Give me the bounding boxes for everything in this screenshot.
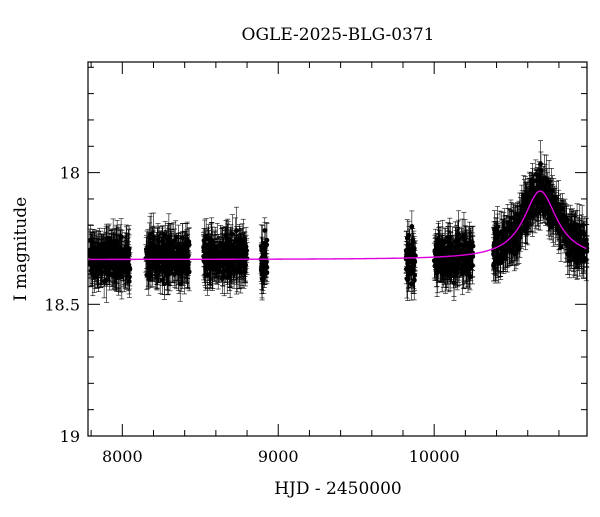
data-point xyxy=(260,272,265,277)
data-point xyxy=(186,260,191,265)
data-point xyxy=(404,248,409,253)
data-point xyxy=(156,237,161,242)
data-point xyxy=(105,242,110,247)
data-point xyxy=(265,270,270,275)
data-point xyxy=(445,235,450,240)
data-point xyxy=(127,275,132,280)
data-point xyxy=(470,240,475,245)
data-point xyxy=(186,265,191,270)
data-point xyxy=(113,262,118,267)
data-point xyxy=(90,272,95,277)
data-point xyxy=(240,247,245,252)
data-point xyxy=(412,278,417,283)
data-point xyxy=(436,258,441,263)
data-point xyxy=(234,228,239,233)
data-point xyxy=(433,250,438,255)
data-point xyxy=(241,239,246,244)
data-point xyxy=(244,248,249,253)
data-point xyxy=(165,244,170,249)
data-point xyxy=(176,250,181,255)
data-point xyxy=(98,263,103,268)
data-points-layer xyxy=(87,141,589,303)
data-point xyxy=(102,279,107,284)
data-point xyxy=(160,239,165,244)
data-point xyxy=(232,254,237,259)
data-point xyxy=(103,255,108,260)
data-point xyxy=(182,261,187,266)
data-point xyxy=(409,224,414,229)
data-point xyxy=(172,262,177,267)
data-point xyxy=(213,248,218,253)
data-point xyxy=(147,261,152,266)
data-point xyxy=(243,263,248,268)
chart-title: OGLE-2025-BLG-0371 xyxy=(242,25,435,45)
data-point xyxy=(202,238,207,243)
data-point xyxy=(179,256,184,261)
data-point xyxy=(201,254,206,259)
data-point xyxy=(185,242,190,247)
data-point xyxy=(117,268,122,273)
data-point xyxy=(225,253,230,258)
data-point xyxy=(260,245,265,250)
data-point xyxy=(108,261,113,266)
data-point xyxy=(90,245,95,250)
data-point xyxy=(168,251,173,256)
data-point xyxy=(470,263,475,268)
data-point xyxy=(259,265,264,270)
data-point xyxy=(412,260,417,265)
data-point xyxy=(411,252,416,257)
data-point xyxy=(207,266,212,271)
data-point xyxy=(456,232,461,237)
data-point xyxy=(154,263,159,268)
data-point xyxy=(148,236,153,241)
data-point xyxy=(466,268,471,273)
data-point xyxy=(440,271,445,276)
data-point xyxy=(157,254,162,259)
data-point xyxy=(214,264,219,269)
data-point xyxy=(234,270,239,275)
data-point xyxy=(448,259,453,264)
data-point xyxy=(127,263,132,268)
data-point xyxy=(109,248,114,253)
